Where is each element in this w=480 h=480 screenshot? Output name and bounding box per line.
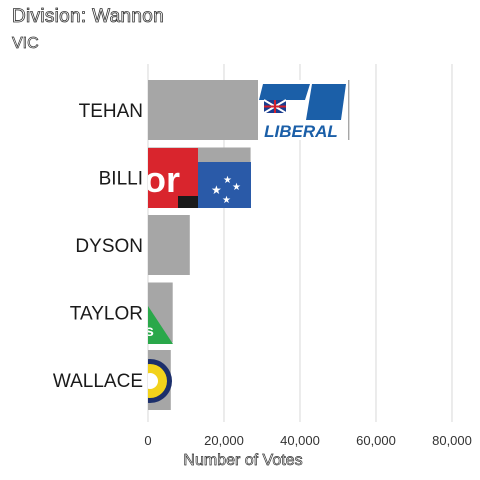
svg-text:or: or — [144, 159, 180, 200]
svg-text:★: ★ — [222, 195, 231, 206]
svg-text:★: ★ — [211, 183, 222, 197]
x-tick-label: 20,000 — [204, 433, 244, 448]
liberal-party-logo: LIBERAL — [258, 80, 348, 141]
svg-text:★: ★ — [223, 175, 232, 186]
category-labels: TEHAN BILLI DYSON TAYLOR WALLACE — [53, 101, 143, 392]
svg-text:s: s — [145, 323, 154, 340]
category-label: TAYLOR — [70, 304, 143, 325]
x-axis-label: Number of Votes — [148, 452, 338, 470]
svg-text:★: ★ — [232, 182, 241, 193]
category-label: DYSON — [75, 236, 143, 257]
x-tick-label: 40,000 — [280, 433, 320, 448]
bar-dyson — [148, 215, 190, 275]
x-tick-label: 0 — [144, 433, 151, 448]
x-axis-ticks: 0 20,000 40,000 60,000 80,000 — [144, 433, 472, 448]
category-label: WALLACE — [53, 371, 143, 392]
category-label: BILLI — [99, 169, 143, 190]
x-tick-label: 80,000 — [432, 433, 472, 448]
svg-text:LIBERAL: LIBERAL — [264, 122, 338, 141]
category-label: TEHAN — [79, 101, 143, 122]
x-tick-label: 60,000 — [356, 433, 396, 448]
